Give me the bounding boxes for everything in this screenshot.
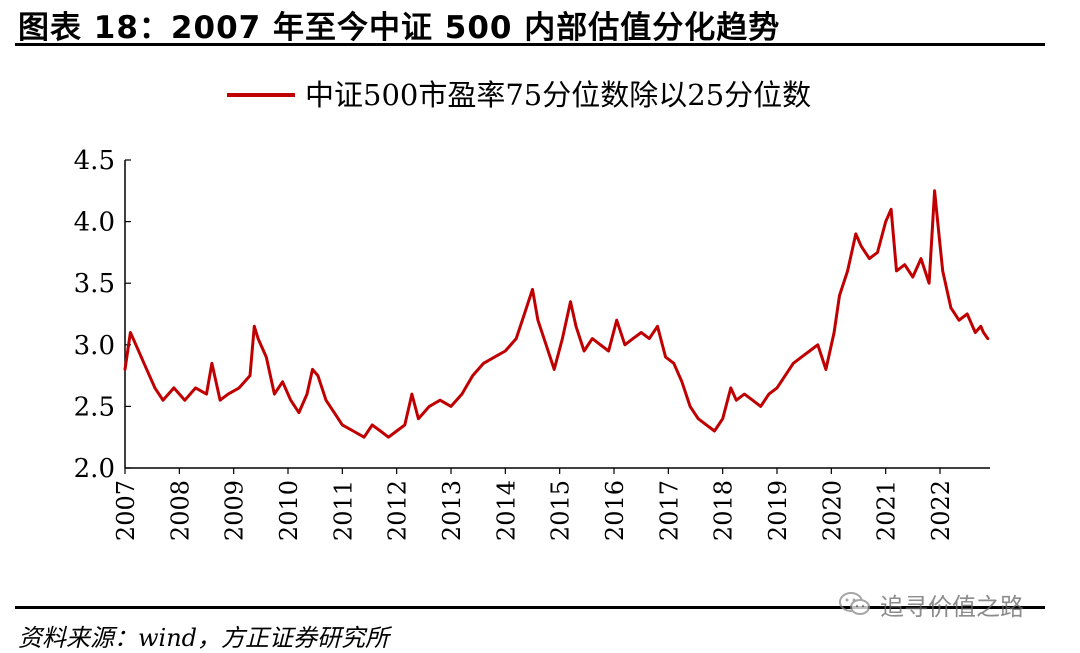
y-tick-label: 2.0 xyxy=(74,454,115,484)
y-tick-label: 4.0 xyxy=(74,208,115,238)
legend-label: 中证500市盈率75分位数除以25分位数 xyxy=(305,78,811,112)
x-tick-label: 2012 xyxy=(384,480,412,541)
x-tick-label: 2021 xyxy=(873,480,901,541)
x-tick-label: 2018 xyxy=(710,480,738,541)
y-tick-label: 2.5 xyxy=(74,392,115,422)
x-tick-label: 2009 xyxy=(221,480,249,541)
x-tick-label: 2017 xyxy=(655,480,683,541)
series-line xyxy=(123,189,990,439)
y-tick-label: 3.5 xyxy=(74,269,115,299)
x-tick-label: 2013 xyxy=(438,480,466,541)
x-tick-label: 2007 xyxy=(112,480,140,541)
legend: 中证500市盈率75分位数除以25分位数 xyxy=(227,78,811,112)
x-tick-label: 2020 xyxy=(818,480,846,541)
plot-area: 2.0 2.5 3.0 3.5 4.0 4.5 2007 2008 2009 2010 2011 20… xyxy=(74,146,990,541)
x-tick-label: 2008 xyxy=(166,480,194,541)
x-tick-label: 2011 xyxy=(329,480,357,541)
top-rule xyxy=(15,43,1045,46)
wechat-icon xyxy=(839,592,870,615)
x-tick-label: 2010 xyxy=(275,480,303,541)
watermark-text: 追寻价值之路 xyxy=(880,592,1024,621)
y-tick-label: 4.5 xyxy=(74,146,115,176)
bottom-rule xyxy=(15,606,1045,609)
y-tick-label: 3.0 xyxy=(74,331,115,361)
x-tick-label: 2016 xyxy=(601,480,629,541)
x-tick-label: 2015 xyxy=(547,480,575,541)
source-note: 资料来源：wind，方正证券研究所 xyxy=(18,624,390,652)
figure-title: 图表 18：2007 年至今中证 500 内部估值分化趋势 xyxy=(18,10,781,46)
x-tick-label: 2022 xyxy=(927,480,955,541)
watermark: 追寻价值之路 xyxy=(838,588,1024,621)
x-tick-label: 2014 xyxy=(492,480,520,541)
line-chart: 中证500市盈率75分位数除以25分位数 2.02.53.03.54.04.52… xyxy=(74,78,990,541)
x-tick-label: 2019 xyxy=(764,480,792,541)
